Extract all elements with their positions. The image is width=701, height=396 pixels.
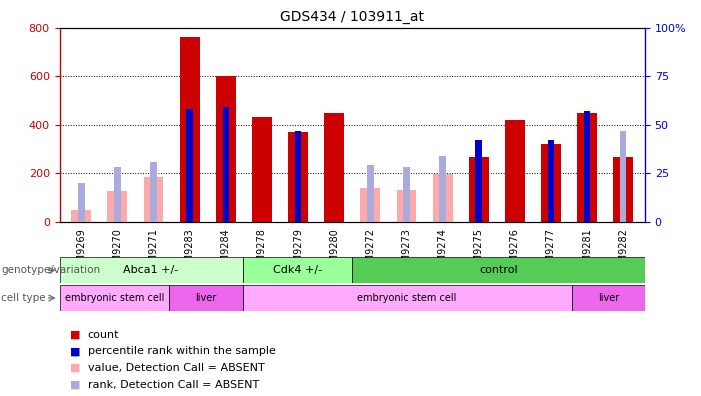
Bar	[150, 162, 157, 222]
Text: count: count	[88, 329, 119, 340]
Text: percentile rank within the sample: percentile rank within the sample	[88, 346, 275, 356]
Bar	[78, 183, 85, 222]
Bar	[144, 177, 163, 222]
Text: ■: ■	[70, 363, 81, 373]
Text: liver: liver	[196, 293, 217, 303]
Text: Abca1 +/-: Abca1 +/-	[123, 265, 179, 275]
Bar	[613, 158, 633, 222]
Text: ■: ■	[70, 379, 81, 390]
Bar	[360, 188, 380, 222]
Text: value, Detection Call = ABSENT: value, Detection Call = ABSENT	[88, 363, 264, 373]
Bar	[620, 131, 627, 222]
Bar	[295, 131, 301, 222]
Bar	[469, 158, 489, 222]
Bar	[252, 118, 272, 222]
Bar	[572, 285, 645, 311]
Bar	[60, 285, 170, 311]
Text: rank, Detection Call = ABSENT: rank, Detection Call = ABSENT	[88, 379, 259, 390]
Text: control: control	[479, 265, 518, 275]
Text: Cdk4 +/-: Cdk4 +/-	[273, 265, 322, 275]
Bar	[243, 285, 572, 311]
Bar	[475, 140, 482, 222]
Bar	[179, 38, 200, 222]
Bar	[577, 112, 597, 222]
Bar	[353, 257, 645, 283]
Bar	[440, 156, 446, 222]
Title: GDS434 / 103911_at: GDS434 / 103911_at	[280, 10, 424, 24]
Bar	[222, 107, 229, 222]
Text: ■: ■	[70, 329, 81, 340]
Bar	[584, 111, 590, 222]
Bar	[288, 132, 308, 222]
Bar	[216, 76, 236, 222]
Text: cell type: cell type	[1, 293, 46, 303]
Bar	[243, 257, 353, 283]
Bar	[505, 120, 525, 222]
Bar	[186, 109, 193, 222]
Bar	[170, 285, 243, 311]
Text: embryonic stem cell: embryonic stem cell	[358, 293, 457, 303]
Bar	[72, 209, 91, 222]
Text: genotype/variation: genotype/variation	[1, 265, 100, 275]
Bar	[367, 166, 374, 222]
Bar	[541, 144, 561, 222]
Text: liver: liver	[598, 293, 619, 303]
Bar	[60, 257, 243, 283]
Bar	[114, 168, 121, 222]
Bar	[403, 168, 409, 222]
Bar	[433, 175, 453, 222]
Bar	[325, 112, 344, 222]
Bar	[547, 140, 554, 222]
Bar	[107, 191, 128, 222]
Bar	[397, 190, 416, 222]
Text: embryonic stem cell: embryonic stem cell	[64, 293, 164, 303]
Text: ■: ■	[70, 346, 81, 356]
